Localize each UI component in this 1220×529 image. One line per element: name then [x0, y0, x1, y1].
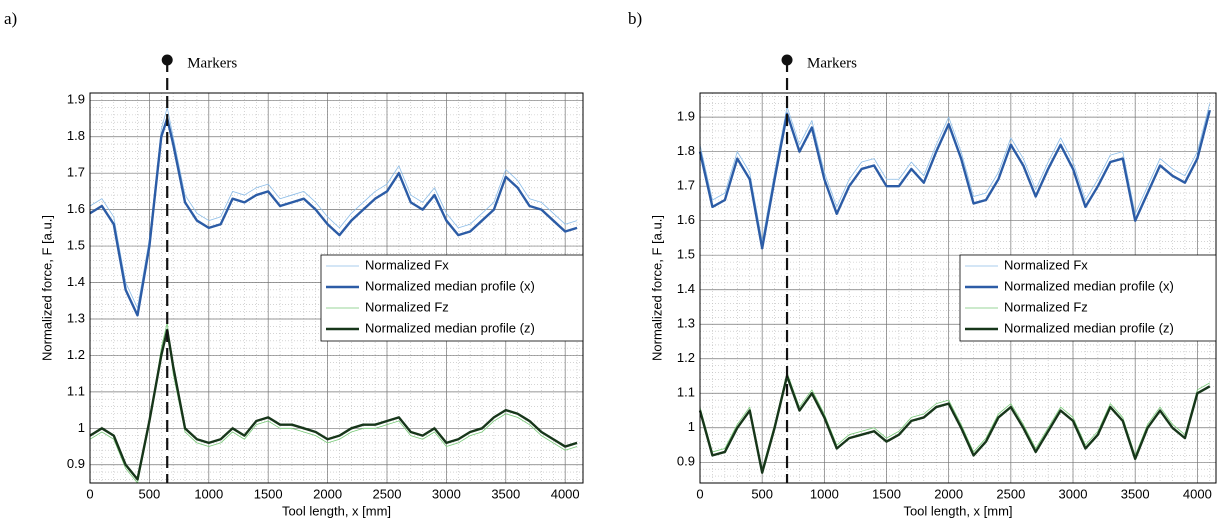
x-axis-label: Tool length, x [mm] [903, 503, 1012, 518]
series-line [699, 103, 1211, 242]
legend-label: Normalized median profile (x) [365, 278, 535, 293]
x-tick-label: 500 [751, 486, 773, 501]
y-axis-label: Normalized force, F [a.u.] [39, 215, 54, 361]
x-tick-label: 4000 [551, 486, 580, 501]
legend-label: Normalized median profile (x) [1004, 278, 1174, 293]
legend-label: Normalized median profile (z) [1004, 320, 1174, 335]
y-tick-label: 1.6 [677, 212, 695, 227]
marker-dot [781, 54, 793, 66]
x-tick-label: 500 [139, 486, 161, 501]
legend-label: Normalized Fz [1004, 299, 1088, 314]
y-tick-label: 1 [78, 420, 85, 435]
series-line [698, 109, 1211, 250]
x-tick-label: 3000 [1059, 486, 1088, 501]
legend-label: Normalized median profile (z) [365, 320, 535, 335]
y-tick-label: 1.7 [67, 165, 85, 180]
marker-label: Markers [187, 55, 237, 71]
y-tick-label: 1.8 [67, 128, 85, 143]
y-tick-label: 1.5 [677, 247, 695, 262]
legend-box [320, 254, 584, 342]
x-tick-label: 3500 [1121, 486, 1150, 501]
y-tick-label: 1.3 [67, 310, 85, 325]
x-axis-label: Tool length, x [mm] [282, 503, 391, 518]
y-tick-label: 1 [688, 419, 695, 434]
x-tick-label: 2000 [313, 486, 342, 501]
x-tick-label: 3000 [432, 486, 461, 501]
chart: a) 0 500 1000 1500 2000 2500 3000 3500 4000 0.9 1 1.… [4, 9, 584, 518]
panel-label: a) [4, 9, 17, 28]
legend-label: Normalized Fx [365, 257, 449, 272]
y-tick-label: 1.8 [677, 143, 695, 158]
y-tick-label: 1.7 [677, 178, 695, 193]
y-tick-label: 1.9 [677, 109, 695, 124]
y-tick-label: 1.2 [67, 347, 85, 362]
y-axis-label: Normalized force, F [a.u.] [649, 215, 664, 361]
legend-label: Normalized Fz [365, 299, 449, 314]
series-line [698, 374, 1211, 474]
legend-box [959, 254, 1217, 342]
x-tick-label: 0 [696, 486, 703, 501]
x-tick-label: 2500 [996, 486, 1025, 501]
y-tick-label: 1.4 [677, 281, 695, 296]
y-tick-label: 1.1 [67, 383, 85, 398]
x-tick-label: 2500 [373, 486, 402, 501]
y-tick-label: 0.9 [67, 456, 85, 471]
y-tick-label: 1.1 [677, 385, 695, 400]
chart: b) 0 500 1000 1500 2000 2500 3000 3500 4000 0.9 1 1.… [628, 9, 1217, 518]
y-tick-label: 1.4 [67, 274, 85, 289]
marker-label: Markers [807, 55, 857, 71]
x-tick-label: 1000 [194, 486, 223, 501]
y-tick-label: 1.2 [677, 350, 695, 365]
y-tick-label: 1.3 [677, 316, 695, 331]
x-tick-label: 1000 [810, 486, 839, 501]
y-tick-label: 1.6 [67, 201, 85, 216]
y-tick-label: 0.9 [677, 454, 695, 469]
y-tick-label: 1.5 [67, 238, 85, 253]
y-tick-label: 1.9 [67, 92, 85, 107]
x-tick-label: 4000 [1183, 486, 1212, 501]
x-tick-label: 1500 [254, 486, 283, 501]
series-line [89, 328, 578, 481]
legend-label: Normalized Fx [1004, 257, 1088, 272]
x-tick-label: 0 [86, 486, 93, 501]
x-tick-label: 3500 [491, 486, 520, 501]
x-tick-label: 2000 [934, 486, 963, 501]
marker-dot [161, 54, 173, 66]
panel-label: b) [628, 9, 642, 28]
x-tick-label: 1500 [872, 486, 901, 501]
